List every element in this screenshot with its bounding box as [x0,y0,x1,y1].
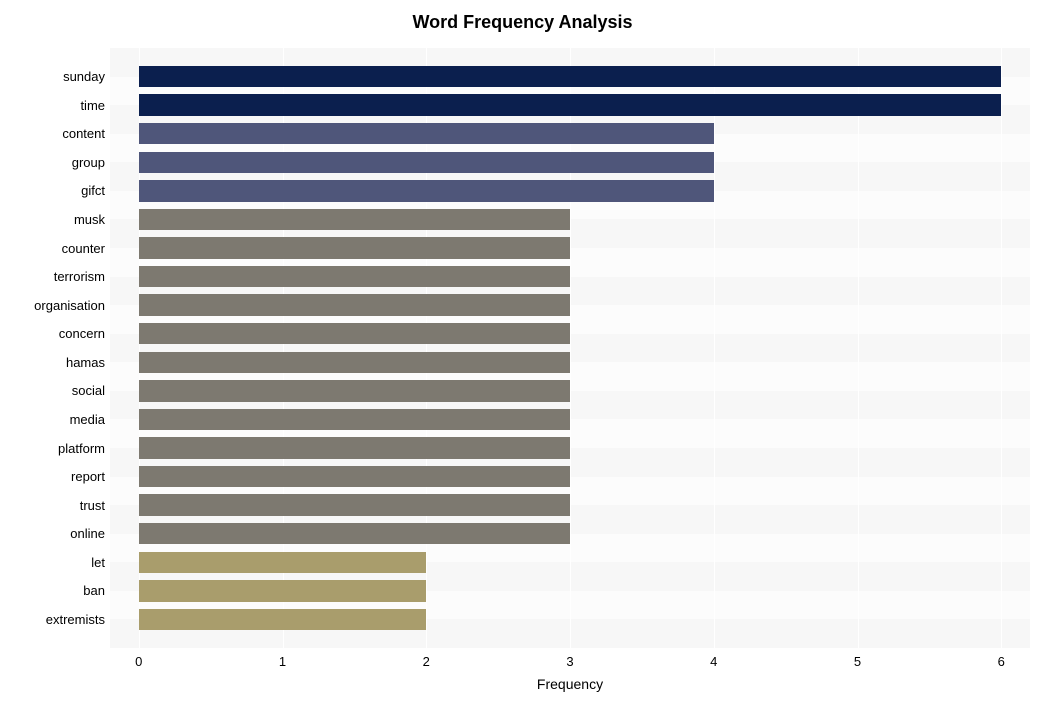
grid-line [714,48,715,648]
bar [139,323,570,344]
bar [139,94,1002,115]
y-tick-label: concern [59,326,105,341]
x-tick-label: 3 [550,654,590,669]
y-tick-label: report [71,469,105,484]
y-tick-label: online [70,526,105,541]
y-tick-label: extremists [46,612,105,627]
y-tick-label: gifct [81,183,105,198]
x-tick-label: 2 [406,654,446,669]
x-axis-label: Frequency [110,676,1030,692]
bar [139,209,570,230]
y-tick-label: media [70,412,105,427]
bar [139,123,714,144]
bar [139,266,570,287]
y-tick-label: sunday [63,69,105,84]
bar [139,523,570,544]
y-tick-label: hamas [66,355,105,370]
word-frequency-chart: Word Frequency Analysis Frequency 0 1 2 3 4 5… [0,0,1045,701]
bar [139,66,1002,87]
x-tick-label: 5 [838,654,878,669]
bar [139,494,570,515]
bar [139,352,570,373]
y-tick-label: time [80,98,105,113]
bar [139,466,570,487]
bar [139,152,714,173]
y-tick-label: trust [80,498,105,513]
bar [139,237,570,258]
y-tick-label: content [62,126,105,141]
bar [139,437,570,458]
y-tick-label: platform [58,441,105,456]
y-tick-label: counter [62,241,105,256]
y-tick-label: musk [74,212,105,227]
grid-line [858,48,859,648]
bar [139,380,570,401]
y-tick-label: terrorism [54,269,105,284]
x-tick-label: 6 [981,654,1021,669]
x-tick-label: 4 [694,654,734,669]
y-tick-label: group [72,155,105,170]
y-tick-label: ban [83,583,105,598]
x-tick-label: 1 [263,654,303,669]
y-tick-label: social [72,383,105,398]
bar [139,294,570,315]
bar [139,609,427,630]
bar [139,409,570,430]
plot-area [110,48,1030,648]
bar [139,552,427,573]
y-tick-label: organisation [34,298,105,313]
bar [139,580,427,601]
chart-title: Word Frequency Analysis [0,12,1045,33]
y-tick-label: let [91,555,105,570]
bar [139,180,714,201]
x-tick-label: 0 [119,654,159,669]
grid-line [1001,48,1002,648]
